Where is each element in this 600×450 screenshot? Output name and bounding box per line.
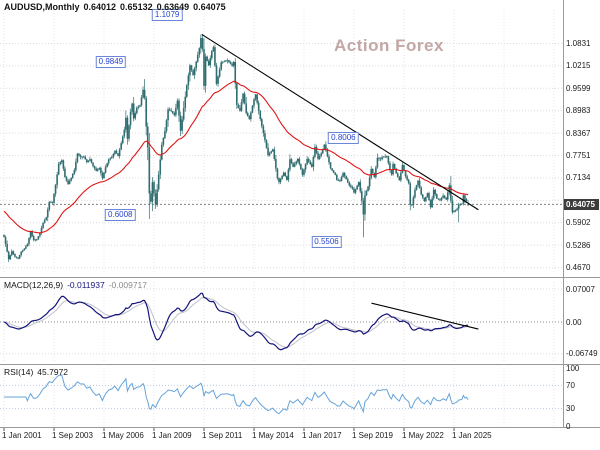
rsi-value: 45.7972 <box>37 367 69 377</box>
time-axis-label: 1 Sep 2019 <box>352 431 393 440</box>
price-axis-label: 1.0215 <box>566 61 591 71</box>
macd-main-value: -0.011937 <box>67 280 105 290</box>
time-axis-label: 1 Jan 2009 <box>152 431 192 440</box>
ohlc-low: 0.63649 <box>156 2 190 12</box>
time-axis-label: 1 May 2022 <box>402 431 444 440</box>
rsi-axis-label: 70 <box>566 380 575 390</box>
descending-trendline[interactable] <box>201 33 479 211</box>
time-axis-label: 1 Sep 2011 <box>202 431 243 440</box>
rsi-axis-label: 100 <box>566 363 580 373</box>
macd-label: MACD(12,26,9) <box>4 280 64 290</box>
macd-signal-value: -0.009717 <box>108 280 148 290</box>
moving-average-line <box>3 80 469 234</box>
ohlc-close: 0.64075 <box>193 2 226 12</box>
price-level-label[interactable]: 1.1079 <box>151 9 183 22</box>
price-level-label[interactable]: 0.6008 <box>105 208 136 221</box>
macd-axis-label: 0.00 <box>566 317 582 327</box>
price-axis-label: 1.0831 <box>566 38 591 48</box>
rsi-indicator-label: RSI(14) 45.7972 <box>4 367 72 377</box>
macd-axis-label: 0.07007 <box>566 284 595 294</box>
macd-main-line <box>3 292 469 351</box>
price-level-label[interactable]: 0.9849 <box>95 56 127 69</box>
time-axis-label: 1 Jan 2025 <box>452 431 492 440</box>
price-axis-label: 0.4670 <box>566 263 591 273</box>
macd-axis-label: -0.06749 <box>566 349 598 359</box>
symbol-timeframe: AUDUSD,Monthly <box>4 2 80 12</box>
ohlc-open: 0.64012 <box>83 2 117 12</box>
macd-trendline[interactable] <box>371 302 479 330</box>
rsi-label: RSI(14) <box>4 367 34 377</box>
price-level-label[interactable]: 0.8006 <box>328 132 359 145</box>
gridline-group <box>0 10 563 426</box>
rsi-axis-label: 30 <box>566 404 575 414</box>
chart-info-line: AUDUSD,Monthly 0.64012 0.65132 0.63649 0.640… <box>4 2 230 12</box>
price-axis-label: 0.7134 <box>566 173 591 183</box>
time-axis-label: 1 May 2006 <box>102 431 144 440</box>
panel-separators <box>0 0 600 431</box>
time-axis-label: 1 Jan 2001 <box>2 431 42 440</box>
time-axis-label: 1 Sep 2003 <box>52 431 93 440</box>
macd-indicator-label: MACD(12,26,9) -0.011937 -0.009717 <box>4 280 151 290</box>
price-axis-label: 0.7751 <box>566 151 591 161</box>
watermark: Action Forex <box>334 36 444 55</box>
price-axis-label: 0.5286 <box>566 240 591 250</box>
price-axis-label: 0.8983 <box>566 106 591 116</box>
time-axis-label: 1 Jan 2017 <box>302 431 342 440</box>
rsi-axis-label: 0 <box>566 421 571 431</box>
rsi-line <box>4 374 469 415</box>
current-price-tag: 0.64075 <box>564 198 599 210</box>
price-axis-label: 0.9599 <box>566 83 591 93</box>
time-axis-label: 1 May 2014 <box>252 431 294 440</box>
price-level-label[interactable]: 0.5506 <box>311 236 342 249</box>
ohlc-high: 0.65132 <box>120 2 153 12</box>
price-axis-label: 0.5902 <box>566 218 591 228</box>
price-axis-label: 0.8367 <box>566 128 591 138</box>
candlestick-series <box>3 34 469 263</box>
